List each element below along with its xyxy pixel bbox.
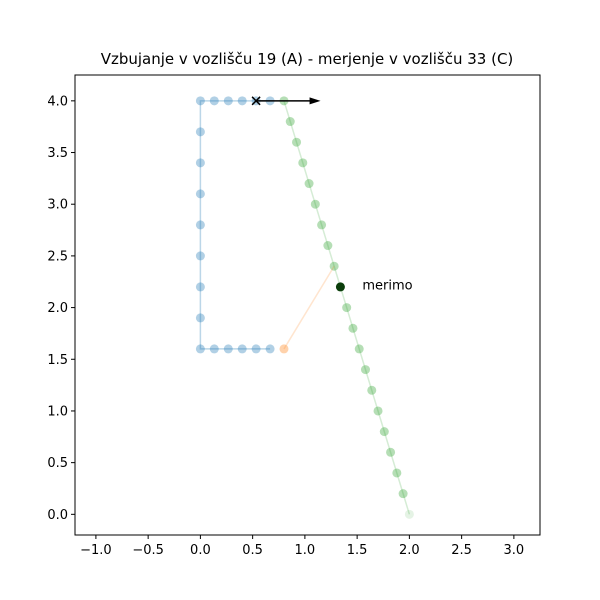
x-tick-label: 2.0	[399, 543, 420, 558]
data-point	[386, 447, 396, 457]
plot-frame	[74, 74, 541, 536]
series-line-1	[283, 100, 411, 515]
plot-area	[195, 96, 414, 519]
data-point	[195, 189, 205, 199]
data-point	[285, 117, 295, 127]
data-point	[392, 468, 402, 478]
data-point	[348, 323, 358, 333]
data-point	[195, 158, 205, 168]
data-point	[251, 344, 261, 354]
data-point	[195, 251, 205, 261]
annotations: merimo	[251, 96, 413, 293]
data-point	[195, 313, 205, 323]
x-tick-label: 2.5	[451, 543, 472, 558]
chart-title: Vzbujanje v vozlišču 19 (A) - merjenje v…	[101, 50, 514, 68]
data-point	[354, 344, 364, 354]
axis-ticks: −1.0 −0.5 0.0 0.5 1.0 1.5 2.0 2.5 3.0 0.0 0.5 1.0 1.…	[47, 94, 524, 558]
series-line-0	[199, 100, 271, 350]
measurement-point	[335, 282, 345, 292]
data-point	[279, 344, 289, 354]
measurement-label: merimo	[362, 278, 412, 293]
x-tick-label: 1.0	[295, 543, 316, 558]
y-tick-label: 0.5	[47, 456, 68, 471]
y-tick-label: 3.0	[47, 198, 68, 213]
data-point	[195, 127, 205, 137]
y-tick-label: 2.5	[47, 249, 68, 264]
data-point	[195, 96, 205, 106]
x-tick-label: 0.0	[190, 543, 211, 558]
data-point	[323, 241, 333, 251]
excitation-marker	[251, 96, 261, 106]
data-point	[237, 344, 247, 354]
data-point	[223, 344, 233, 354]
data-point	[209, 96, 219, 106]
data-point	[367, 385, 377, 395]
x-tick-label: 3.0	[504, 543, 525, 558]
data-point	[379, 427, 389, 437]
data-point	[195, 282, 205, 292]
data-point	[223, 96, 233, 106]
data-point	[195, 344, 205, 354]
y-tick-label: 1.5	[47, 353, 68, 368]
data-point	[304, 179, 314, 189]
data-point	[342, 303, 352, 313]
x-tick-label: 1.5	[347, 543, 368, 558]
y-tick-label: 3.5	[47, 146, 68, 161]
x-tick-label: −1.0	[80, 543, 112, 558]
data-point	[298, 158, 308, 168]
data-point	[373, 406, 383, 416]
data-point	[209, 344, 219, 354]
x-tick-label: 0.5	[242, 543, 263, 558]
y-tick-label: 0.0	[47, 508, 68, 523]
data-point	[404, 509, 414, 519]
data-point	[195, 220, 205, 230]
y-tick-label: 2.0	[47, 301, 68, 316]
excitation-arrow-head	[309, 97, 321, 105]
data-point	[265, 344, 275, 354]
series-line-2	[283, 265, 335, 350]
y-tick-label: 1.0	[47, 404, 68, 419]
data-point	[310, 199, 320, 209]
data-point	[398, 489, 408, 499]
data-point	[292, 137, 302, 147]
data-point	[237, 96, 247, 106]
x-tick-label: −0.5	[132, 543, 164, 558]
y-tick-label: 4.0	[47, 94, 68, 109]
data-point	[329, 261, 339, 271]
data-point	[317, 220, 327, 230]
data-point	[360, 365, 370, 375]
